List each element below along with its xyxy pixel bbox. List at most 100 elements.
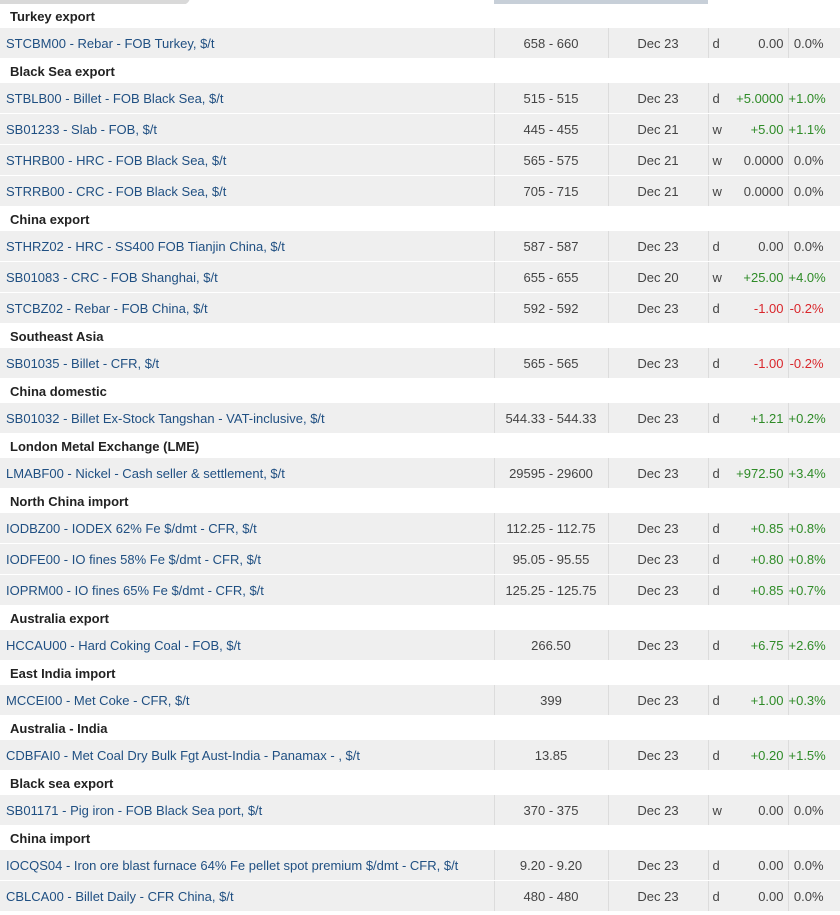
- symbol-name-link[interactable]: STHRZ02 - HRC - SS400 FOB Tianjin China,…: [0, 231, 495, 262]
- table-row[interactable]: CDBFAI0 - Met Coal Dry Bulk Fgt Aust-Ind…: [0, 740, 840, 771]
- percent-change: +1.0%: [788, 83, 840, 114]
- group-header: Black Sea export: [0, 58, 840, 83]
- group-title: Black sea export: [0, 770, 494, 795]
- price-range: 515 - 515: [494, 83, 609, 114]
- group-header: North China import: [0, 488, 840, 513]
- change-value: +0.85: [728, 574, 789, 606]
- table-row[interactable]: SB01083 - CRC - FOB Shanghai, $/t 655 - 6…: [0, 261, 840, 293]
- change-value: -1.00: [728, 348, 789, 379]
- percent-change: +2.6%: [788, 630, 840, 661]
- percent-change: 0.0%: [788, 28, 840, 59]
- assessment-date: Dec 21: [608, 113, 709, 145]
- header-tab-edge: [0, 0, 190, 5]
- percent-change: 0.0%: [788, 175, 840, 207]
- symbol-name-link[interactable]: IODBZ00 - IODEX 62% Fe $/dmt - CFR, $/t: [0, 513, 495, 544]
- assessment-date: Dec 23: [608, 630, 709, 661]
- table-row[interactable]: STCBZ02 - Rebar - FOB China, $/t 592 - 59…: [0, 292, 840, 324]
- top-edge: [0, 0, 840, 7]
- table-row[interactable]: CBLCA00 - Billet Daily - CFR China, $/t 4…: [0, 880, 840, 912]
- table-row[interactable]: IODBZ00 - IODEX 62% Fe $/dmt - CFR, $/t 1…: [0, 513, 840, 544]
- symbol-name-link[interactable]: SB01032 - Billet Ex-Stock Tangshan - VAT…: [0, 403, 495, 434]
- symbol-name-link[interactable]: IODFE00 - IO fines 58% Fe $/dmt - CFR, $…: [0, 543, 495, 575]
- group-spacer: [494, 488, 840, 513]
- symbol-name-link[interactable]: STHRB00 - HRC - FOB Black Sea, $/t: [0, 144, 495, 176]
- assessment-date: Dec 23: [608, 543, 709, 575]
- frequency-flag: d: [708, 574, 728, 606]
- symbol-name-link[interactable]: CDBFAI0 - Met Coal Dry Bulk Fgt Aust-Ind…: [0, 740, 495, 771]
- assessment-date: Dec 23: [608, 685, 709, 716]
- group-header: Black sea export: [0, 770, 840, 795]
- group-header: China import: [0, 825, 840, 850]
- table-row[interactable]: IOPRM00 - IO fines 65% Fe $/dmt - CFR, $…: [0, 574, 840, 606]
- symbol-name-link[interactable]: IOCQS04 - Iron ore blast furnace 64% Fe …: [0, 850, 495, 881]
- symbol-name-link[interactable]: HCCAU00 - Hard Coking Coal - FOB, $/t: [0, 630, 495, 661]
- table-row[interactable]: SB01233 - Slab - FOB, $/t 445 - 455 Dec 21…: [0, 113, 840, 145]
- price-table-body: Turkey export STCBM00 - Rebar - FOB Turke…: [0, 4, 840, 912]
- change-value: 0.00: [728, 880, 789, 912]
- table-row[interactable]: IOCQS04 - Iron ore blast furnace 64% Fe …: [0, 850, 840, 881]
- price-range: 705 - 715: [494, 175, 609, 207]
- price-range: 112.25 - 112.75: [494, 513, 609, 544]
- symbol-name-link[interactable]: STRRB00 - CRC - FOB Black Sea, $/t: [0, 175, 495, 207]
- table-row[interactable]: SB01035 - Billet - CFR, $/t 565 - 565 Dec …: [0, 348, 840, 379]
- table-row[interactable]: STBLB00 - Billet - FOB Black Sea, $/t 515…: [0, 83, 840, 114]
- frequency-flag: d: [708, 513, 728, 544]
- price-range: 370 - 375: [494, 795, 609, 826]
- percent-change: +0.8%: [788, 543, 840, 575]
- percent-change: +1.1%: [788, 113, 840, 145]
- percent-change: 0.0%: [788, 795, 840, 826]
- table-row[interactable]: SB01171 - Pig iron - FOB Black Sea port,…: [0, 795, 840, 826]
- group-header: China export: [0, 206, 840, 231]
- frequency-flag: d: [708, 543, 728, 575]
- symbol-name-link[interactable]: STBLB00 - Billet - FOB Black Sea, $/t: [0, 83, 495, 114]
- frequency-flag: d: [708, 403, 728, 434]
- table-row[interactable]: IODFE00 - IO fines 58% Fe $/dmt - CFR, $…: [0, 543, 840, 575]
- price-range: 95.05 - 95.55: [494, 543, 609, 575]
- assessment-date: Dec 23: [608, 292, 709, 324]
- group-title: Southeast Asia: [0, 323, 494, 348]
- symbol-name-link[interactable]: IOPRM00 - IO fines 65% Fe $/dmt - CFR, $…: [0, 574, 495, 606]
- change-value: +5.0000: [728, 83, 789, 114]
- table-row[interactable]: STRRB00 - CRC - FOB Black Sea, $/t 705 - …: [0, 175, 840, 207]
- assessment-date: Dec 21: [608, 144, 709, 176]
- group-spacer: [494, 770, 840, 795]
- frequency-flag: d: [708, 880, 728, 912]
- symbol-name-link[interactable]: STCBZ02 - Rebar - FOB China, $/t: [0, 292, 495, 324]
- assessment-date: Dec 23: [608, 28, 709, 59]
- table-row[interactable]: LMABF00 - Nickel - Cash seller & settlem…: [0, 458, 840, 489]
- table-row[interactable]: STHRB00 - HRC - FOB Black Sea, $/t 565 - …: [0, 144, 840, 176]
- change-value: 0.0000: [728, 144, 789, 176]
- group-header: Southeast Asia: [0, 323, 840, 348]
- assessment-date: Dec 23: [608, 574, 709, 606]
- change-value: +5.00: [728, 113, 789, 145]
- percent-change: 0.0%: [788, 231, 840, 262]
- frequency-flag: d: [708, 292, 728, 324]
- assessment-date: Dec 23: [608, 740, 709, 771]
- table-row[interactable]: MCCEI00 - Met Coke - CFR, $/t 399 Dec 23 d +…: [0, 685, 840, 716]
- percent-change: +1.5%: [788, 740, 840, 771]
- symbol-name-link[interactable]: SB01035 - Billet - CFR, $/t: [0, 348, 495, 379]
- symbol-name-link[interactable]: SB01171 - Pig iron - FOB Black Sea port,…: [0, 795, 495, 826]
- symbol-name-link[interactable]: SB01233 - Slab - FOB, $/t: [0, 113, 495, 145]
- table-row[interactable]: HCCAU00 - Hard Coking Coal - FOB, $/t 266…: [0, 630, 840, 661]
- symbol-name-link[interactable]: STCBM00 - Rebar - FOB Turkey, $/t: [0, 28, 495, 59]
- change-value: 0.00: [728, 28, 789, 59]
- group-title: Turkey export: [0, 4, 494, 28]
- assessment-date: Dec 23: [608, 231, 709, 262]
- change-value: 0.00: [728, 231, 789, 262]
- group-spacer: [494, 58, 840, 83]
- table-row[interactable]: STHRZ02 - HRC - SS400 FOB Tianjin China,…: [0, 231, 840, 262]
- table-row[interactable]: SB01032 - Billet Ex-Stock Tangshan - VAT…: [0, 403, 840, 434]
- symbol-name-link[interactable]: SB01083 - CRC - FOB Shanghai, $/t: [0, 261, 495, 293]
- group-header: Turkey export: [0, 4, 840, 28]
- frequency-flag: d: [708, 685, 728, 716]
- table-row[interactable]: STCBM00 - Rebar - FOB Turkey, $/t 658 - 6…: [0, 28, 840, 59]
- symbol-name-link[interactable]: MCCEI00 - Met Coke - CFR, $/t: [0, 685, 495, 716]
- group-title: Australia - India: [0, 715, 494, 740]
- percent-change: -0.2%: [788, 348, 840, 379]
- frequency-flag: w: [708, 113, 728, 145]
- group-title: Australia export: [0, 605, 494, 630]
- symbol-name-link[interactable]: CBLCA00 - Billet Daily - CFR China, $/t: [0, 880, 495, 912]
- change-value: +25.00: [728, 261, 789, 293]
- symbol-name-link[interactable]: LMABF00 - Nickel - Cash seller & settlem…: [0, 458, 495, 489]
